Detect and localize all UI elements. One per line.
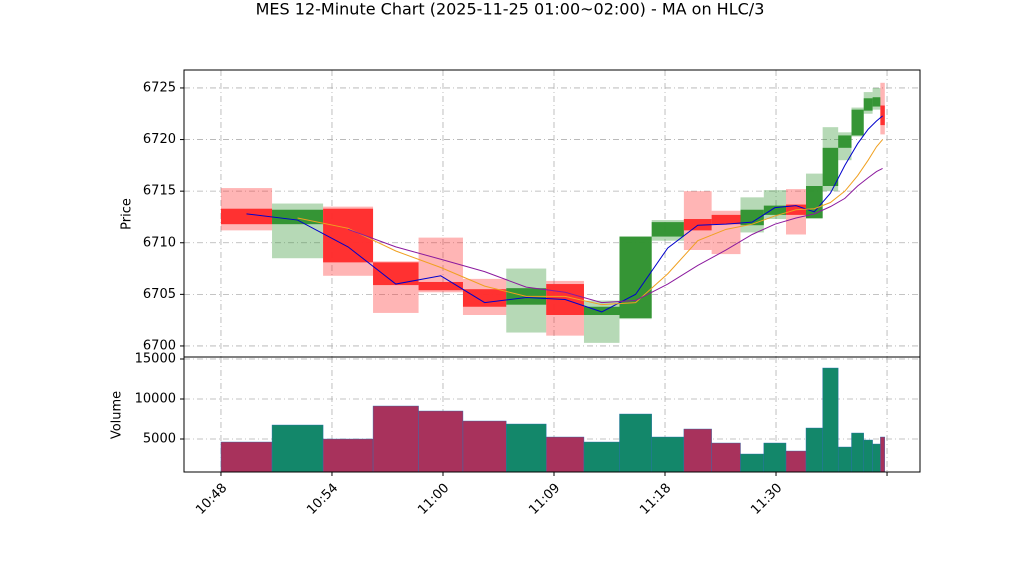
candle-body bbox=[740, 209, 764, 226]
volume-bar bbox=[837, 446, 852, 473]
candle-body bbox=[863, 98, 873, 111]
volume-bar bbox=[872, 443, 881, 473]
x-tick-label: 11:18 bbox=[637, 481, 674, 518]
volume-bar bbox=[418, 410, 464, 473]
ma-line bbox=[246, 115, 883, 313]
candle-body bbox=[822, 147, 839, 186]
ma-line bbox=[297, 139, 883, 306]
x-tick-label: 11:00 bbox=[415, 481, 452, 518]
volume-bar bbox=[763, 442, 787, 473]
y-tick-label: 5000 bbox=[143, 432, 176, 447]
x-tick-label: 11:30 bbox=[748, 481, 785, 518]
volume-bar bbox=[506, 423, 547, 473]
plot-frame bbox=[183, 356, 921, 473]
volume-bar bbox=[863, 439, 873, 473]
y-tick-label: 6710 bbox=[143, 235, 176, 250]
volume-bar bbox=[619, 413, 652, 473]
candle-body bbox=[880, 105, 885, 126]
volume-bar bbox=[651, 436, 685, 473]
volume-bar bbox=[583, 441, 620, 473]
volume-bar bbox=[880, 436, 886, 473]
volume-bar bbox=[711, 442, 741, 473]
volume-bar bbox=[220, 441, 273, 473]
volume-bar bbox=[805, 427, 823, 473]
x-tick-label: 10:54 bbox=[304, 481, 341, 518]
volume-bar bbox=[546, 436, 585, 473]
candle-body bbox=[651, 222, 684, 237]
y-tick-label: 15000 bbox=[135, 352, 176, 367]
y-tick-label: 6720 bbox=[143, 132, 176, 147]
candle-body bbox=[619, 236, 652, 319]
volume-bar bbox=[462, 420, 507, 473]
volume-bar bbox=[851, 432, 864, 473]
candle-body bbox=[683, 219, 712, 231]
y-axis-label: Price bbox=[120, 198, 135, 230]
volume-bar bbox=[822, 367, 839, 473]
x-tick-label: 10:48 bbox=[193, 481, 230, 518]
candle-body bbox=[872, 97, 881, 107]
volume-bar bbox=[322, 438, 374, 473]
y-tick-label: 6700 bbox=[143, 338, 176, 353]
candle-body bbox=[583, 306, 620, 315]
volume-bar bbox=[683, 428, 712, 473]
volume-bar bbox=[740, 453, 765, 473]
candle-body bbox=[851, 109, 864, 136]
y-tick-label: 10000 bbox=[135, 392, 176, 407]
candle-body bbox=[711, 214, 741, 225]
y-tick-label: 6715 bbox=[143, 184, 176, 199]
chart-title: MES 12-Minute Chart (2025-11-25 01:00~02… bbox=[256, 0, 765, 19]
volume-bar bbox=[271, 424, 324, 473]
volume-bar bbox=[372, 405, 419, 473]
candle-body bbox=[838, 135, 852, 148]
volume-bar bbox=[785, 450, 807, 473]
y-axis-label: Volume bbox=[110, 391, 125, 439]
candle-body bbox=[418, 281, 463, 291]
candle-body bbox=[373, 262, 419, 286]
candle-body bbox=[462, 289, 507, 307]
y-tick-label: 6725 bbox=[143, 80, 176, 95]
ma-line bbox=[347, 168, 883, 304]
candle-body bbox=[763, 205, 787, 215]
x-tick-label: 11:09 bbox=[526, 481, 563, 518]
candle-body bbox=[805, 185, 823, 218]
candle-body bbox=[220, 208, 273, 225]
y-tick-label: 6705 bbox=[143, 287, 176, 302]
